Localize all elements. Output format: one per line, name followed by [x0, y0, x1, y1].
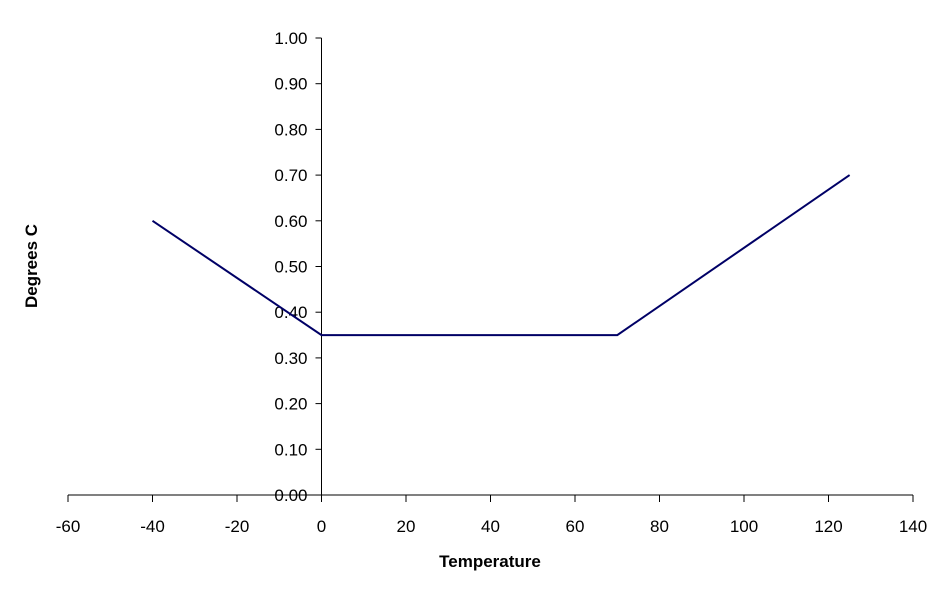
x-tick-label: 100	[730, 517, 758, 536]
y-tick-label: 0.20	[274, 395, 307, 414]
x-tick-label: 20	[397, 517, 416, 536]
y-axis-title: Degrees C	[22, 224, 41, 308]
x-tick-label: 0	[317, 517, 326, 536]
y-axis: 0.000.100.200.300.400.500.600.700.800.90…	[274, 29, 322, 505]
series-line	[151, 174, 851, 337]
x-axis-title: Temperature	[439, 552, 541, 571]
y-tick-label: 0.50	[274, 258, 307, 277]
y-tick-label: 0.90	[274, 75, 307, 94]
x-tick-label: -60	[56, 517, 81, 536]
y-tick-label: 0.70	[274, 166, 307, 185]
x-tick-label: 60	[566, 517, 585, 536]
series-layer	[151, 174, 851, 337]
y-tick-label: 0.60	[274, 212, 307, 231]
x-axis: -60 -40 -20 0 20 40 60 80 100 120 140	[56, 494, 927, 536]
y-tick-label: 1.00	[274, 29, 307, 48]
x-tick-label: 40	[481, 517, 500, 536]
x-tick-label: 80	[650, 517, 669, 536]
y-tick-label: 0.10	[274, 440, 307, 459]
x-tick-label: 120	[814, 517, 842, 536]
x-tick-label: -20	[225, 517, 250, 536]
y-tick-label: 0.30	[274, 349, 307, 368]
x-tick-label: 140	[899, 517, 927, 536]
x-tick-label: -40	[140, 517, 165, 536]
y-tick-label: 0.00	[274, 486, 307, 505]
y-tick-label: 0.80	[274, 120, 307, 139]
